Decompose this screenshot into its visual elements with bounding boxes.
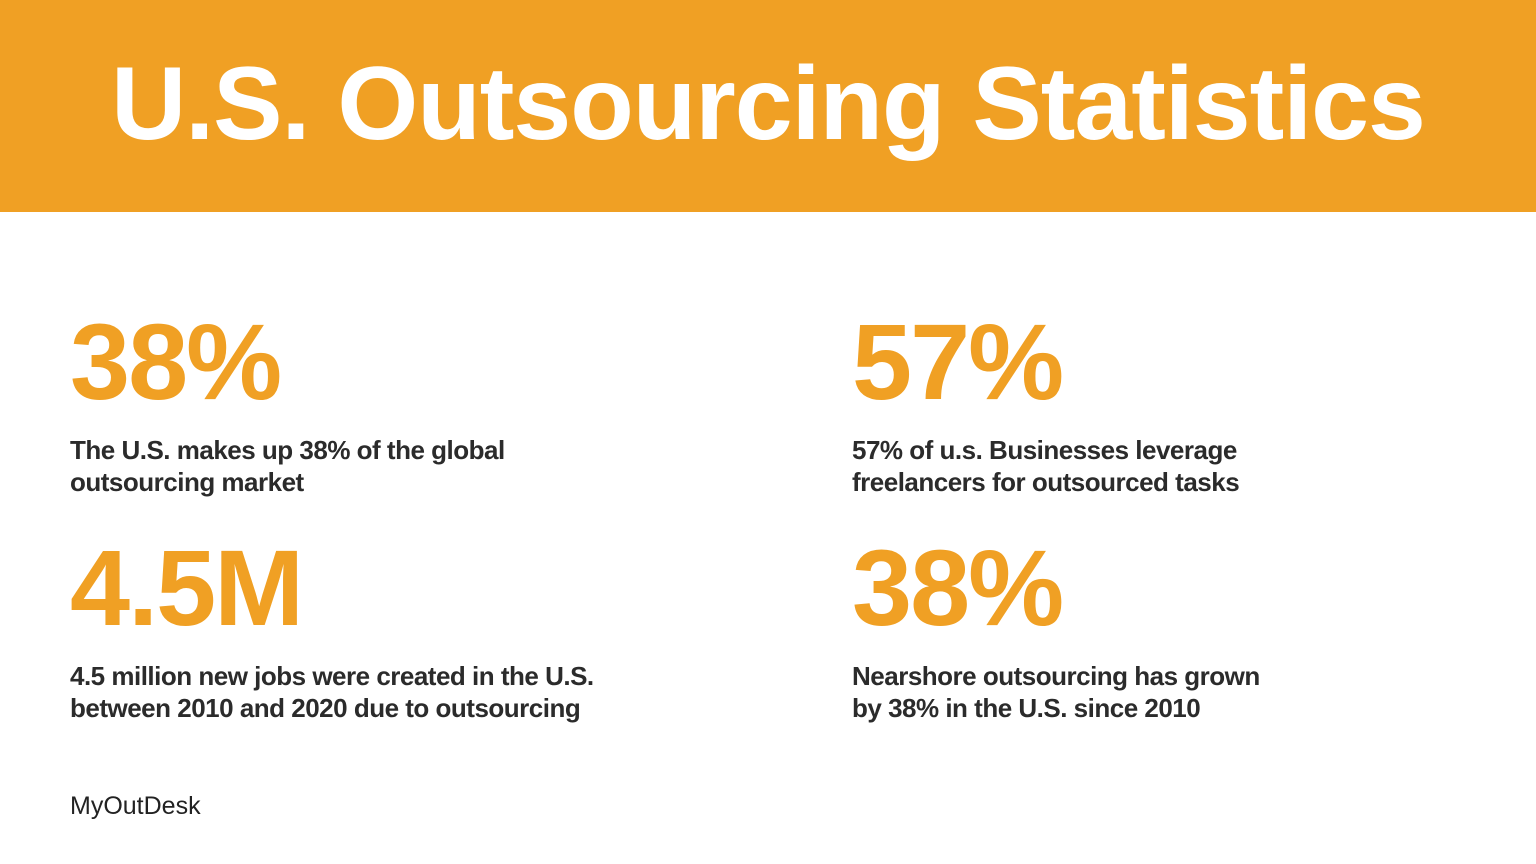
stat-description: 4.5 million new jobs were created in the… [70, 660, 770, 724]
brand: MyOutDesk [70, 792, 201, 820]
stat-figure: 38% [70, 301, 282, 422]
page-title: U.S. Outsourcing Statistics [111, 46, 1426, 162]
description-line: by 38% in the U.S. since 2010 [852, 693, 1201, 723]
description-line: 4.5 million new jobs were created in the… [70, 661, 594, 691]
description-line: outsourcing market [70, 467, 304, 497]
stat-description: The U.S. makes up 38% of the global outso… [70, 434, 770, 498]
stat-figure: 4.5M [70, 527, 304, 648]
stat-card: 57% 57% of u.s. Businesses leverage freela… [852, 301, 1536, 498]
description-line: Nearshore outsourcing has grown [852, 661, 1260, 691]
description-line: between 2010 and 2020 due to outsourcing [70, 693, 581, 723]
header-banner: U.S. Outsourcing Statistics [0, 0, 1536, 212]
stat-figure: 38% [852, 527, 1064, 648]
stat-card: 38% Nearshore outsourcing has grown by 38%… [852, 527, 1536, 724]
description-line: freelancers for outsourced tasks [852, 467, 1240, 497]
stat-description: Nearshore outsourcing has grown by 38% in… [852, 660, 1536, 724]
description-line: 57% of u.s. Businesses leverage [852, 435, 1237, 465]
stat-card: 4.5M 4.5 million new jobs were created in… [70, 527, 770, 724]
description-line: The U.S. makes up 38% of the global [70, 435, 505, 465]
stat-card: 38% The U.S. makes up 38% of the global ou… [70, 301, 770, 498]
stat-description: 57% of u.s. Businesses leverage freelance… [852, 434, 1536, 498]
stat-figure: 57% [852, 301, 1064, 422]
